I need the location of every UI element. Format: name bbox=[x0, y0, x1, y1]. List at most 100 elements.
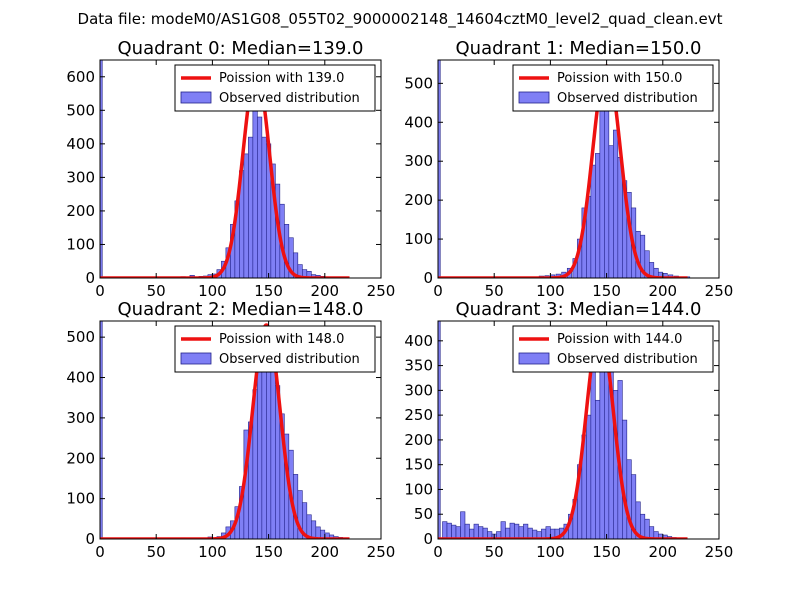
y-tick-label: 400 bbox=[404, 113, 433, 131]
histogram-bar bbox=[604, 83, 610, 278]
histogram-bar bbox=[257, 116, 263, 278]
poisson-curve bbox=[100, 323, 351, 539]
histogram-bar bbox=[586, 414, 592, 539]
histogram-bar bbox=[514, 523, 520, 539]
legend-label-observed: Observed distribution bbox=[219, 91, 360, 106]
axes-frame bbox=[99, 320, 382, 540]
histogram-edge-bar bbox=[100, 321, 103, 539]
x-tick-label: 100 bbox=[198, 282, 227, 300]
x-tick-label: 200 bbox=[310, 282, 339, 300]
histogram-bar bbox=[473, 523, 479, 539]
legend-patch-swatch bbox=[518, 91, 550, 104]
poisson-curve bbox=[438, 326, 689, 539]
x-tick-label: 200 bbox=[648, 282, 677, 300]
x-tick-label: 100 bbox=[198, 543, 227, 561]
x-tick-label: 250 bbox=[367, 282, 396, 300]
histogram-bar bbox=[261, 344, 267, 539]
histogram-bar bbox=[590, 164, 596, 278]
x-tick-label: 250 bbox=[367, 543, 396, 561]
x-tick-label: 0 bbox=[95, 282, 105, 300]
histogram-bar bbox=[261, 136, 267, 278]
histogram-bar bbox=[500, 521, 506, 539]
x-tick-label: 0 bbox=[95, 543, 105, 561]
axes-frame bbox=[437, 59, 720, 279]
y-tick-label: 500 bbox=[66, 328, 95, 346]
y-tick-label: 300 bbox=[66, 168, 95, 186]
histogram-bar bbox=[518, 526, 524, 539]
panel-title: Quadrant 2: Median=148.0 bbox=[118, 299, 364, 320]
x-tick-label: 150 bbox=[254, 543, 283, 561]
histogram-bar bbox=[595, 153, 601, 278]
histogram-bar bbox=[595, 399, 601, 539]
legend-label-poisson: Poission with 148.0 bbox=[219, 332, 344, 347]
quadrant-3-panel: 0 50 100 150 200 250 0 50 100 150 200 250 300 350 400 Q… bbox=[404, 299, 733, 561]
y-tick-label: 0 bbox=[85, 530, 95, 548]
histogram-edge-bar bbox=[438, 321, 441, 539]
poisson-curve bbox=[438, 64, 689, 278]
histogram-bar bbox=[243, 153, 249, 278]
figure-title: Data file: modeM0/AS1G08_055T02_90000021… bbox=[78, 10, 723, 29]
histogram-bar bbox=[270, 369, 276, 539]
histogram-bar bbox=[460, 511, 466, 539]
quadrant-1-panel: 0 50 100 150 200 250 0 100 200 300 400 500 Quadrant … bbox=[404, 38, 733, 300]
y-tick-label: 400 bbox=[66, 369, 95, 387]
x-tick-label: 150 bbox=[592, 282, 621, 300]
y-tick-label: 100 bbox=[404, 480, 433, 498]
y-tick-label: 100 bbox=[404, 230, 433, 248]
quadrant-2-panel: 0 50 100 150 200 250 0 100 200 300 400 500 Quadrant … bbox=[66, 299, 395, 561]
legend-label-observed: Observed distribution bbox=[557, 352, 698, 367]
y-tick-label: 100 bbox=[66, 490, 95, 508]
y-tick-label: 200 bbox=[404, 191, 433, 209]
y-tick-label: 400 bbox=[404, 332, 433, 350]
legend-label-poisson: Poission with 139.0 bbox=[219, 71, 344, 86]
y-tick-label: 0 bbox=[423, 269, 433, 287]
y-tick-label: 600 bbox=[66, 68, 95, 86]
legend-label-poisson: Poission with 150.0 bbox=[557, 71, 682, 86]
x-tick-label: 50 bbox=[147, 543, 166, 561]
histogram-bar bbox=[509, 522, 515, 539]
quadrant-0-panel: 0 50 100 150 200 250 0 100 200 300 400 500 600 Quadra… bbox=[66, 38, 395, 300]
x-tick-label: 0 bbox=[433, 282, 443, 300]
x-tick-label: 100 bbox=[536, 543, 565, 561]
plot-area bbox=[438, 321, 689, 539]
x-tick-label: 200 bbox=[310, 543, 339, 561]
y-tick-label: 100 bbox=[66, 235, 95, 253]
x-tick-label: 50 bbox=[147, 282, 166, 300]
histogram-bar bbox=[257, 361, 263, 539]
x-tick-label: 250 bbox=[705, 282, 734, 300]
histogram-bar bbox=[464, 523, 470, 539]
histogram-bar bbox=[644, 518, 650, 539]
y-tick-label: 200 bbox=[404, 431, 433, 449]
x-tick-label: 0 bbox=[433, 543, 443, 561]
histogram-bar bbox=[442, 521, 448, 539]
y-tick-label: 300 bbox=[404, 381, 433, 399]
histogram-bar bbox=[608, 145, 614, 278]
histogram-bar bbox=[599, 345, 605, 539]
histogram-bar bbox=[252, 103, 258, 278]
axes-frame bbox=[99, 59, 382, 279]
histogram-bar bbox=[451, 524, 457, 539]
legend-patch-swatch bbox=[180, 91, 212, 104]
y-tick-label: 0 bbox=[423, 530, 433, 548]
y-tick-label: 500 bbox=[404, 74, 433, 92]
panel-title: Quadrant 0: Median=139.0 bbox=[118, 38, 364, 59]
histogram-bar bbox=[455, 526, 461, 539]
y-tick-label: 200 bbox=[66, 202, 95, 220]
legend-patch-swatch bbox=[518, 352, 550, 365]
y-tick-label: 250 bbox=[404, 406, 433, 424]
y-tick-label: 200 bbox=[66, 449, 95, 467]
plot-area bbox=[100, 321, 351, 539]
x-tick-label: 50 bbox=[485, 543, 504, 561]
y-tick-label: 0 bbox=[85, 269, 95, 287]
x-tick-label: 100 bbox=[536, 282, 565, 300]
panel-title: Quadrant 3: Median=144.0 bbox=[456, 299, 702, 320]
panel-title: Quadrant 1: Median=150.0 bbox=[456, 38, 702, 59]
histogram-bar bbox=[613, 129, 619, 278]
x-tick-label: 200 bbox=[648, 543, 677, 561]
legend-label-observed: Observed distribution bbox=[219, 352, 360, 367]
histogram-bar bbox=[478, 526, 484, 539]
histogram-edge-bar bbox=[100, 60, 103, 278]
y-tick-label: 50 bbox=[414, 505, 433, 523]
histogram-bar bbox=[446, 522, 452, 539]
